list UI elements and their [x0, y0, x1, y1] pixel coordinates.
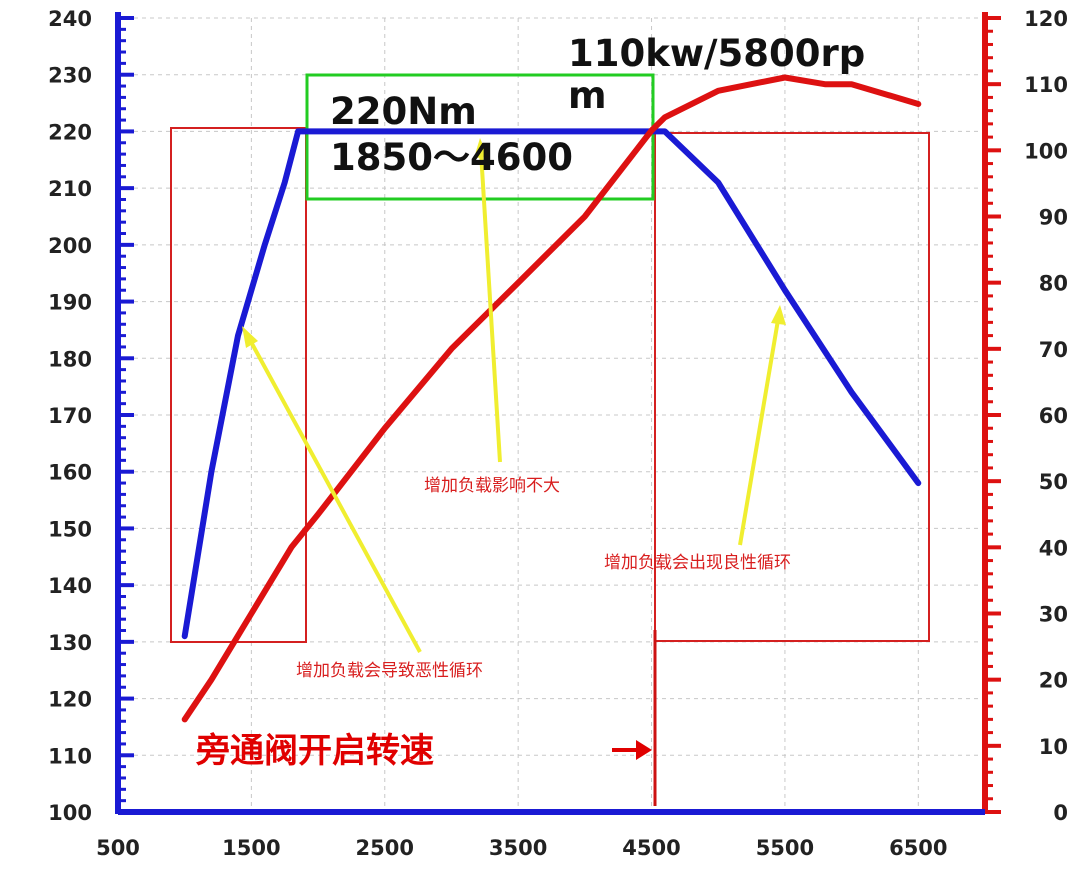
pointer-arrows — [242, 138, 786, 653]
x-tick-label: 500 — [96, 836, 140, 860]
x-tick-label: 6500 — [889, 836, 947, 860]
series-layer — [181, 74, 922, 723]
left-y-tick-label: 160 — [48, 461, 92, 485]
x-tick-label: 1500 — [222, 836, 280, 860]
left-y-tick-label: 170 — [48, 404, 92, 428]
left-y-tick-label: 220 — [48, 120, 92, 144]
left-y-tick-label: 140 — [48, 574, 92, 598]
x-tick-label: 4500 — [622, 836, 680, 860]
right-y-tick-label: 110 — [1024, 73, 1068, 97]
pointer-arrow-right — [738, 305, 786, 546]
right-y-tick-label: 90 — [1039, 206, 1068, 230]
power-peak-label-line1: 110kw/5800rp — [568, 32, 865, 75]
note-middle: 增加负载影响不大 — [424, 476, 560, 496]
left-y-tick-label: 240 — [48, 7, 92, 31]
left-y-tick-label: 190 — [48, 291, 92, 315]
left-y-tick-label: 130 — [48, 631, 92, 655]
x-tick-label: 5500 — [756, 836, 814, 860]
bypass-valve-arrow — [612, 740, 652, 760]
torque-series-line — [181, 128, 922, 640]
left-y-tick-label: 180 — [48, 347, 92, 371]
right-y-tick-labels: 0 10 20 30 40 50 60 70 80 90 100 110 120 — [1024, 7, 1068, 825]
right-y-tick-label: 30 — [1039, 603, 1068, 627]
x-tick-label: 2500 — [356, 836, 414, 860]
right-y-tick-label: 120 — [1024, 7, 1068, 31]
right-y-tick-label: 70 — [1039, 338, 1068, 362]
right-y-tick-label: 50 — [1039, 470, 1068, 494]
torque-plateau-box — [305, 73, 655, 201]
right-y-tick-label: 80 — [1039, 272, 1068, 296]
left-y-tick-label: 110 — [48, 744, 92, 768]
left-y-tick-label: 200 — [48, 234, 92, 258]
left-y-tick-label: 150 — [48, 517, 92, 541]
left-y-tick-label: 120 — [48, 688, 92, 712]
left-y-tick-label: 100 — [48, 801, 92, 825]
right-y-tick-label: 0 — [1053, 801, 1068, 825]
right-y-tick-label: 60 — [1039, 404, 1068, 428]
right-y-tick-label: 20 — [1039, 669, 1068, 693]
left-y-tick-labels: 100 110 120 130 140 150 160 170 180 190 200 210 220 2… — [48, 7, 92, 825]
x-tick-label: 3500 — [489, 836, 547, 860]
right-region-box — [654, 132, 930, 642]
torque-peak-label-line2: 1850～4600 — [330, 136, 573, 179]
axis-ticks — [118, 16, 1001, 814]
pointer-arrow-middle — [474, 138, 502, 463]
right-y-tick-label: 10 — [1039, 735, 1068, 759]
power-series-line — [181, 74, 922, 723]
right-y-tick-label: 100 — [1024, 139, 1068, 163]
power-peak-label-line2: m — [568, 74, 607, 117]
torque-peak-label-line1: 220Nm — [330, 90, 477, 133]
note-right: 增加负载会出现良性循环 — [604, 553, 791, 573]
note-left: 增加负载会导致恶性循环 — [296, 661, 483, 681]
bypass-valve-label: 旁通阀开启转速 — [195, 731, 434, 771]
right-y-tick-label: 40 — [1039, 536, 1068, 560]
left-y-tick-label: 230 — [48, 64, 92, 88]
left-y-tick-label: 210 — [48, 177, 92, 201]
left-region-box — [170, 127, 307, 643]
pointer-arrow-left — [242, 326, 422, 653]
x-tick-labels: 500 1500 2500 3500 4500 5500 6500 — [96, 836, 947, 860]
